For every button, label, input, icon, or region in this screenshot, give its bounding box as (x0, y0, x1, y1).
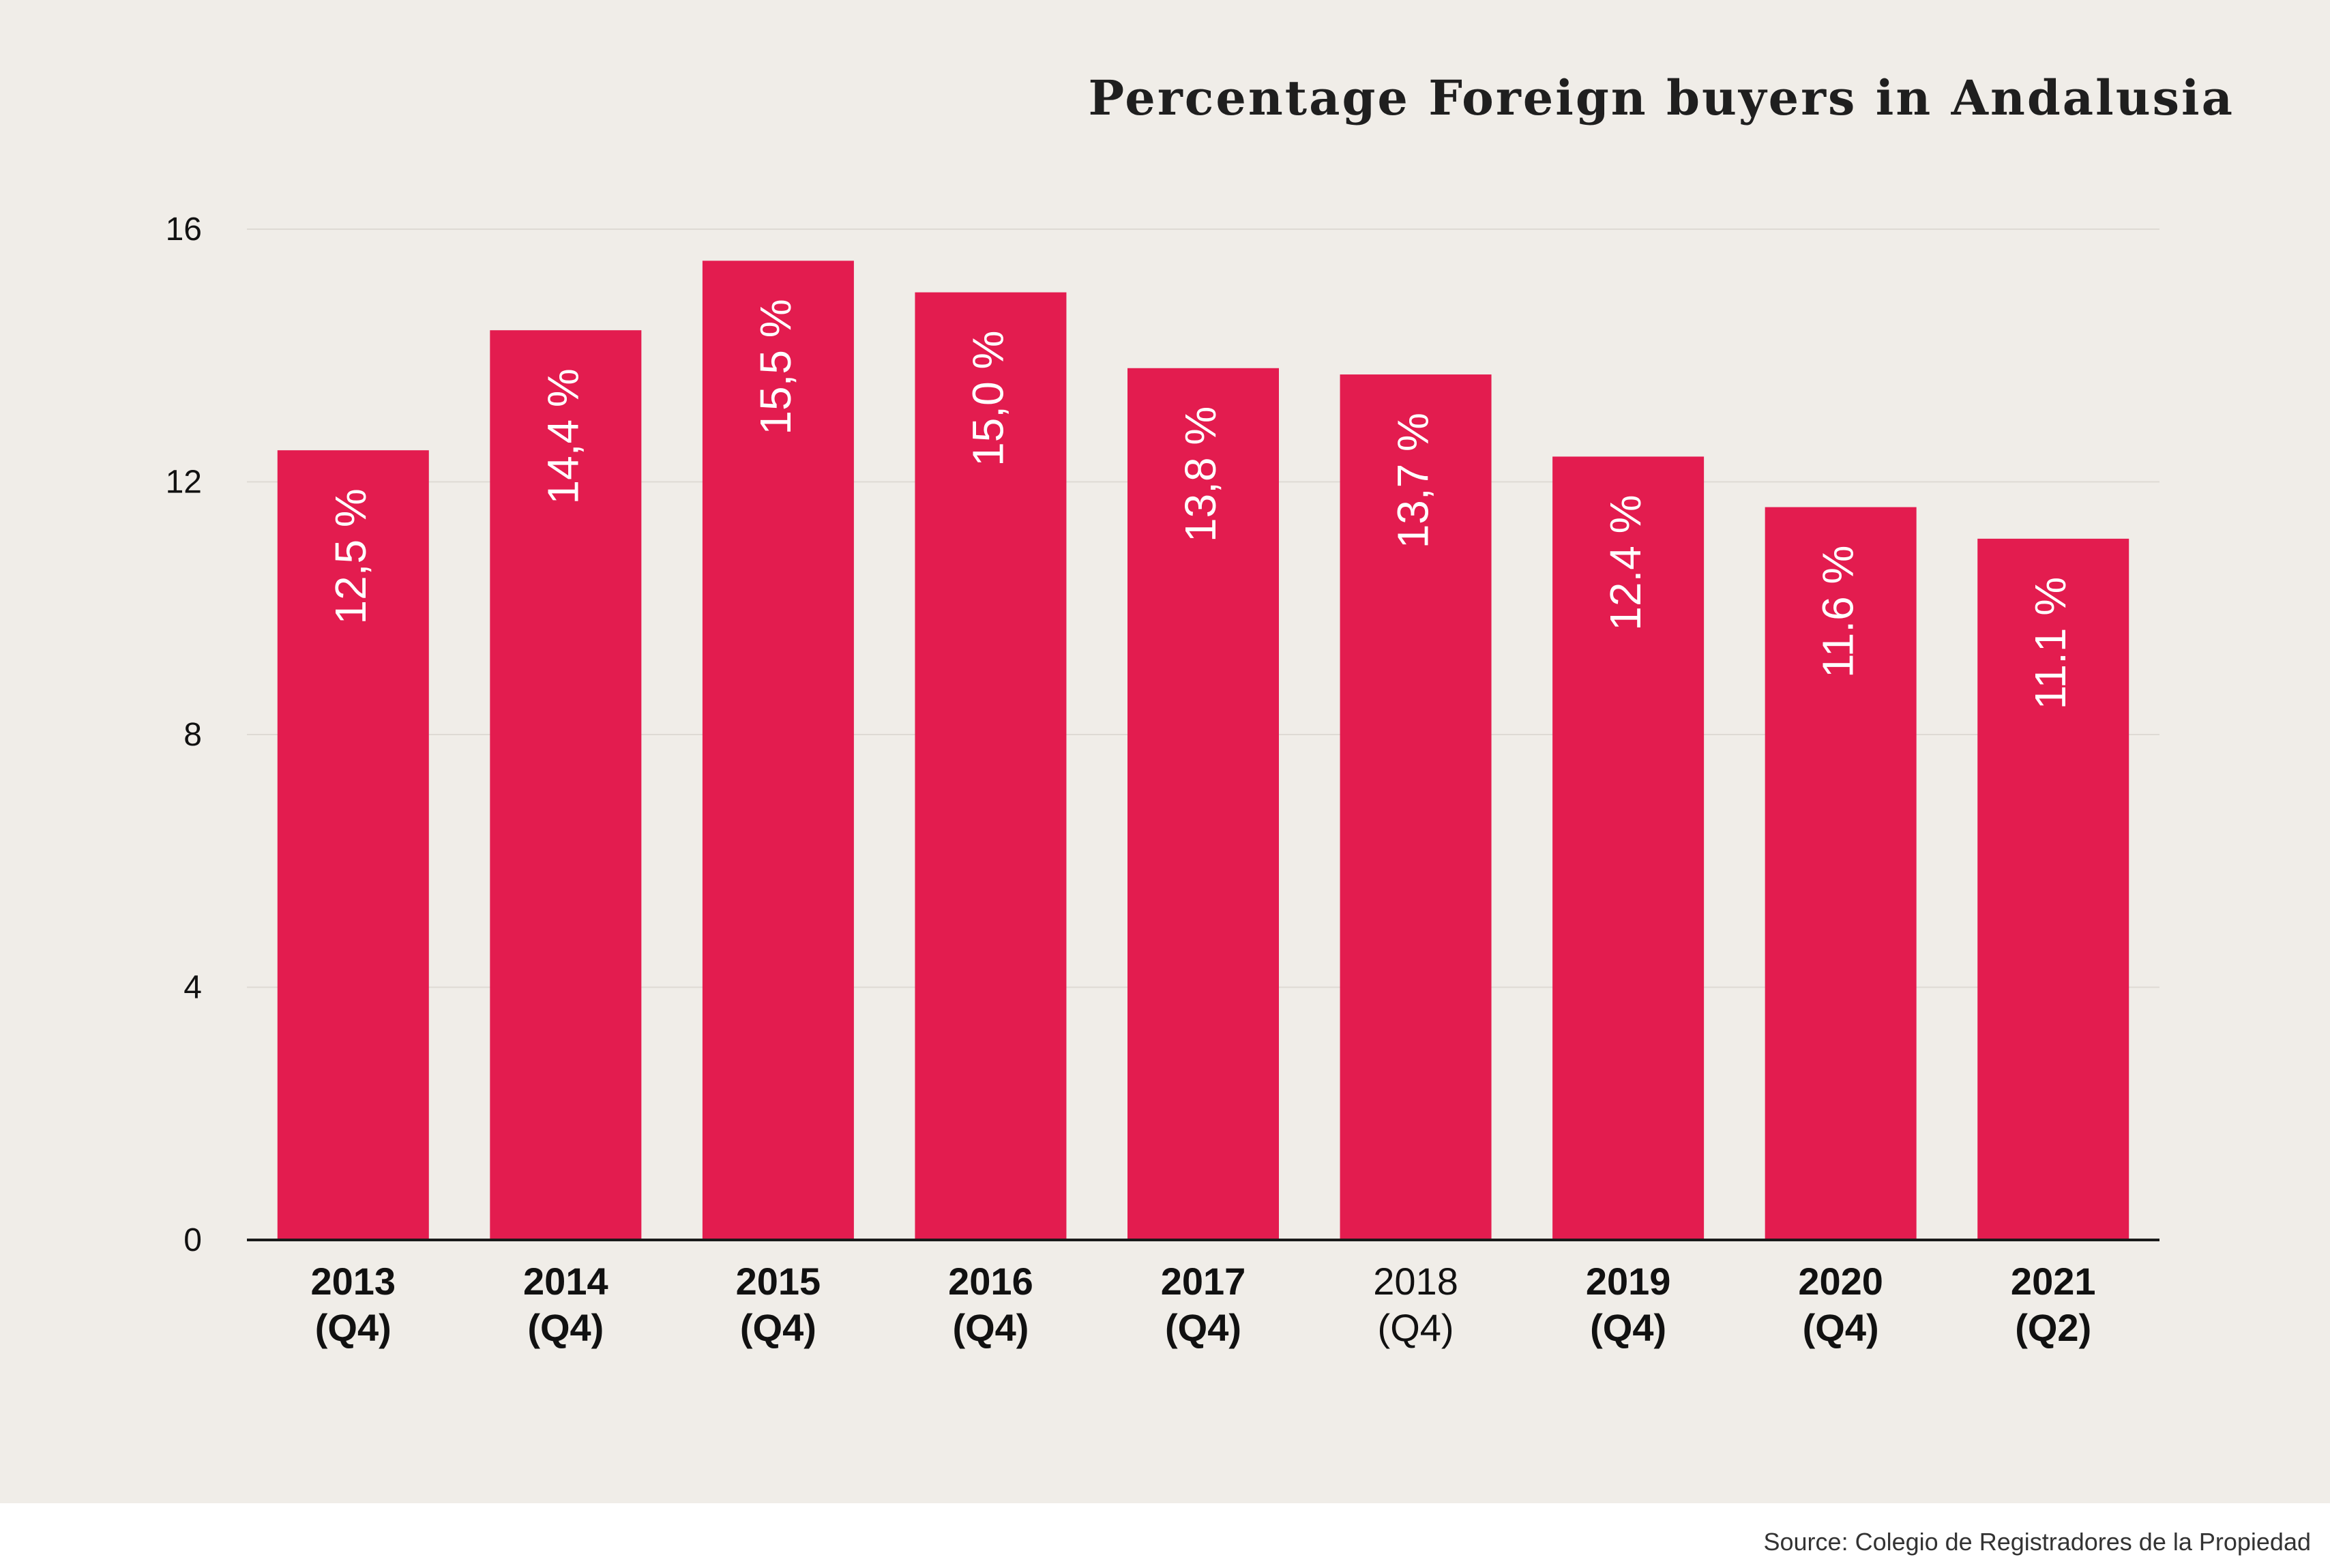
y-tick-label: 4 (183, 970, 202, 1006)
y-tick-label: 16 (166, 211, 202, 248)
y-axis-ticks: 0 4 8 12 16 (166, 211, 202, 1258)
x-tick-label: (Q4) (1803, 1306, 1879, 1349)
bar (1340, 374, 1492, 1240)
bar-value-label: 12.4 % (1601, 494, 1650, 630)
bar-value-label: 14,4 % (538, 368, 587, 504)
x-tick-label: (Q2) (2015, 1306, 2091, 1349)
y-tick-label: 12 (166, 464, 202, 501)
bar-value-label: 13,8 % (1176, 406, 1225, 542)
bar-value-label: 12,5 % (326, 488, 375, 624)
y-tick-label: 8 (183, 717, 202, 753)
bar-value-label: 15,0 % (963, 331, 1012, 467)
bar-value-label: 13,7 % (1389, 413, 1438, 548)
x-tick-label: 2020 (1798, 1260, 1883, 1303)
bar (1127, 368, 1279, 1240)
x-tick-label: (Q4) (740, 1306, 816, 1349)
x-tick-label: 2016 (948, 1260, 1033, 1303)
y-tick-label: 0 (183, 1222, 202, 1258)
bar (915, 292, 1067, 1240)
bars: 12,5 % 14,4 % 15,5 % 15,0 % 13,8 % 13,7 % 12.4… (277, 261, 2129, 1241)
bar-value-label: 15,5 % (751, 299, 800, 434)
x-tick-label: (Q4) (1165, 1306, 1241, 1349)
x-tick-label: 2017 (1161, 1260, 1246, 1303)
x-tick-label: (Q4) (1378, 1306, 1454, 1349)
bar (702, 261, 854, 1240)
x-tick-label: 2018 (1373, 1260, 1458, 1303)
x-tick-label: (Q4) (527, 1306, 604, 1349)
bar (1552, 456, 1705, 1241)
source-note: Source: Colegio de Registradores de la P… (1763, 1528, 2312, 1556)
chart-title: Percentage Foreign buyers in Andalusia (1088, 70, 2235, 126)
x-tick-label: (Q4) (952, 1306, 1029, 1349)
x-tick-label: 2014 (523, 1260, 608, 1303)
x-tick-label: (Q4) (1590, 1306, 1666, 1349)
bar-chart: 12,5 % 14,4 % 15,5 % 15,0 % 13,8 % 13,7 % 12.4… (166, 211, 2159, 1349)
x-tick-label: 2019 (1586, 1260, 1671, 1303)
x-tick-label: 2015 (736, 1260, 821, 1303)
bar (490, 330, 642, 1241)
bar-value-label: 11.1 % (2026, 577, 2075, 710)
x-axis-ticks: 2013(Q4)2014(Q4)2015(Q4)2016(Q4)2017(Q4)… (310, 1260, 2095, 1349)
x-tick-label: 2021 (2011, 1260, 2096, 1303)
bar (1977, 538, 2129, 1240)
x-tick-label: 2013 (310, 1260, 396, 1303)
bar (1765, 507, 1917, 1240)
bar (277, 450, 429, 1240)
bar-value-label: 11.6 % (1814, 546, 1863, 679)
x-tick-label: (Q4) (315, 1306, 392, 1349)
